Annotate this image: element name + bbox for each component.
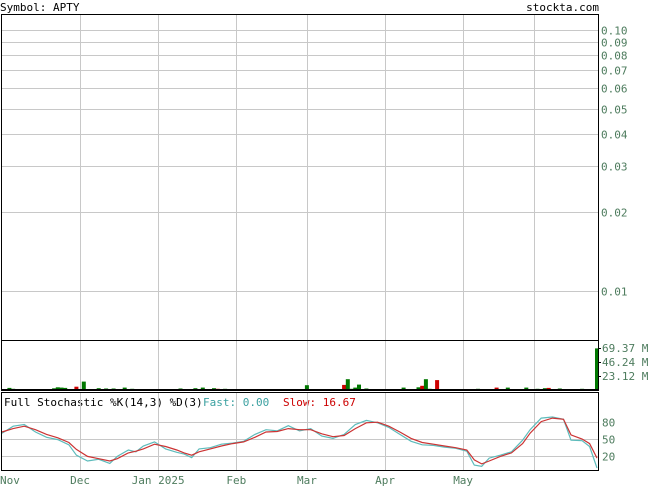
volume-bar — [505, 387, 510, 390]
volume-bar — [416, 387, 421, 390]
volume-tick-label: 46.24 M — [602, 356, 649, 369]
volume-panel: 69.37 M46.24 M23.12 M — [1, 340, 649, 391]
stochastic-title: Full Stochastic %K(14,3) %D(3) — [4, 396, 203, 409]
volume-bar — [345, 379, 350, 390]
price-tick-label: 0.02 — [601, 207, 628, 220]
volume-bar — [357, 384, 361, 390]
x-tick-label: Nov — [0, 474, 20, 486]
stochastic-tick-label: 20 — [602, 451, 615, 464]
x-tick-label: Jan 2025 — [132, 474, 185, 486]
volume-bar — [63, 387, 68, 390]
stochastic-tick-label: 80 — [602, 417, 615, 430]
volume-bar — [200, 387, 205, 390]
x-tick-label: Feb — [226, 474, 246, 486]
volume-bar — [74, 386, 79, 390]
slow-label: Slow: 16.67 — [283, 396, 356, 409]
volume-bar — [122, 387, 127, 390]
volume-bar — [59, 387, 64, 390]
volume-bar — [546, 387, 551, 390]
volume-bar — [595, 348, 599, 390]
price-tick-label: 0.10 — [601, 25, 628, 38]
fast-k-line — [1, 416, 598, 469]
price-tick-label: 0.07 — [601, 65, 628, 78]
volume-tick-label: 23.12 M — [602, 370, 649, 383]
price-tick-label: 0.05 — [601, 104, 628, 117]
volume-bar — [423, 379, 428, 390]
stochastic-panel: Full Stochastic %K(14,3) %D(3) Fast: 0.0… — [1, 392, 615, 471]
price-tick-label: 0.01 — [601, 286, 628, 299]
volume-bar — [353, 387, 358, 390]
x-tick-label: May — [453, 474, 473, 486]
volume-bar — [304, 385, 309, 390]
volume-tick-label: 69.37 M — [602, 342, 649, 355]
price-tick-label: 0.03 — [601, 161, 628, 174]
price-tick-label: 0.08 — [601, 50, 628, 63]
slow-d-line — [1, 417, 598, 465]
price-tick-label: 0.04 — [601, 129, 628, 142]
price-tick-label: 0.09 — [601, 37, 628, 50]
volume-bar — [55, 387, 60, 390]
x-tick-label: Mar — [297, 474, 317, 486]
x-tick-label: Apr — [375, 474, 395, 486]
volume-bar — [401, 387, 406, 390]
volume-bar — [81, 381, 86, 390]
volume-bar — [7, 387, 12, 390]
symbol-label: Symbol: APTY — [0, 1, 80, 14]
x-tick-label: Dec — [70, 474, 90, 486]
price-panel: 0.100.090.08 0.07 0.06 0.05 0.04 0.03 0.02 0.01 — [1, 14, 628, 341]
x-axis: Nov Dec Jan 2025 Feb Mar Apr May — [0, 474, 473, 486]
stochastic-frame — [1, 392, 599, 471]
price-tick-label: 0.06 — [601, 83, 628, 96]
volume-bar — [420, 385, 425, 390]
volume-frame — [1, 340, 599, 391]
volume-bar — [435, 380, 440, 390]
stochastic-tick-label: 50 — [602, 434, 615, 447]
volume-bar — [494, 387, 499, 390]
site-watermark[interactable]: stockta.com — [526, 1, 599, 14]
volume-bar — [524, 387, 529, 390]
volume-bar — [342, 384, 347, 390]
